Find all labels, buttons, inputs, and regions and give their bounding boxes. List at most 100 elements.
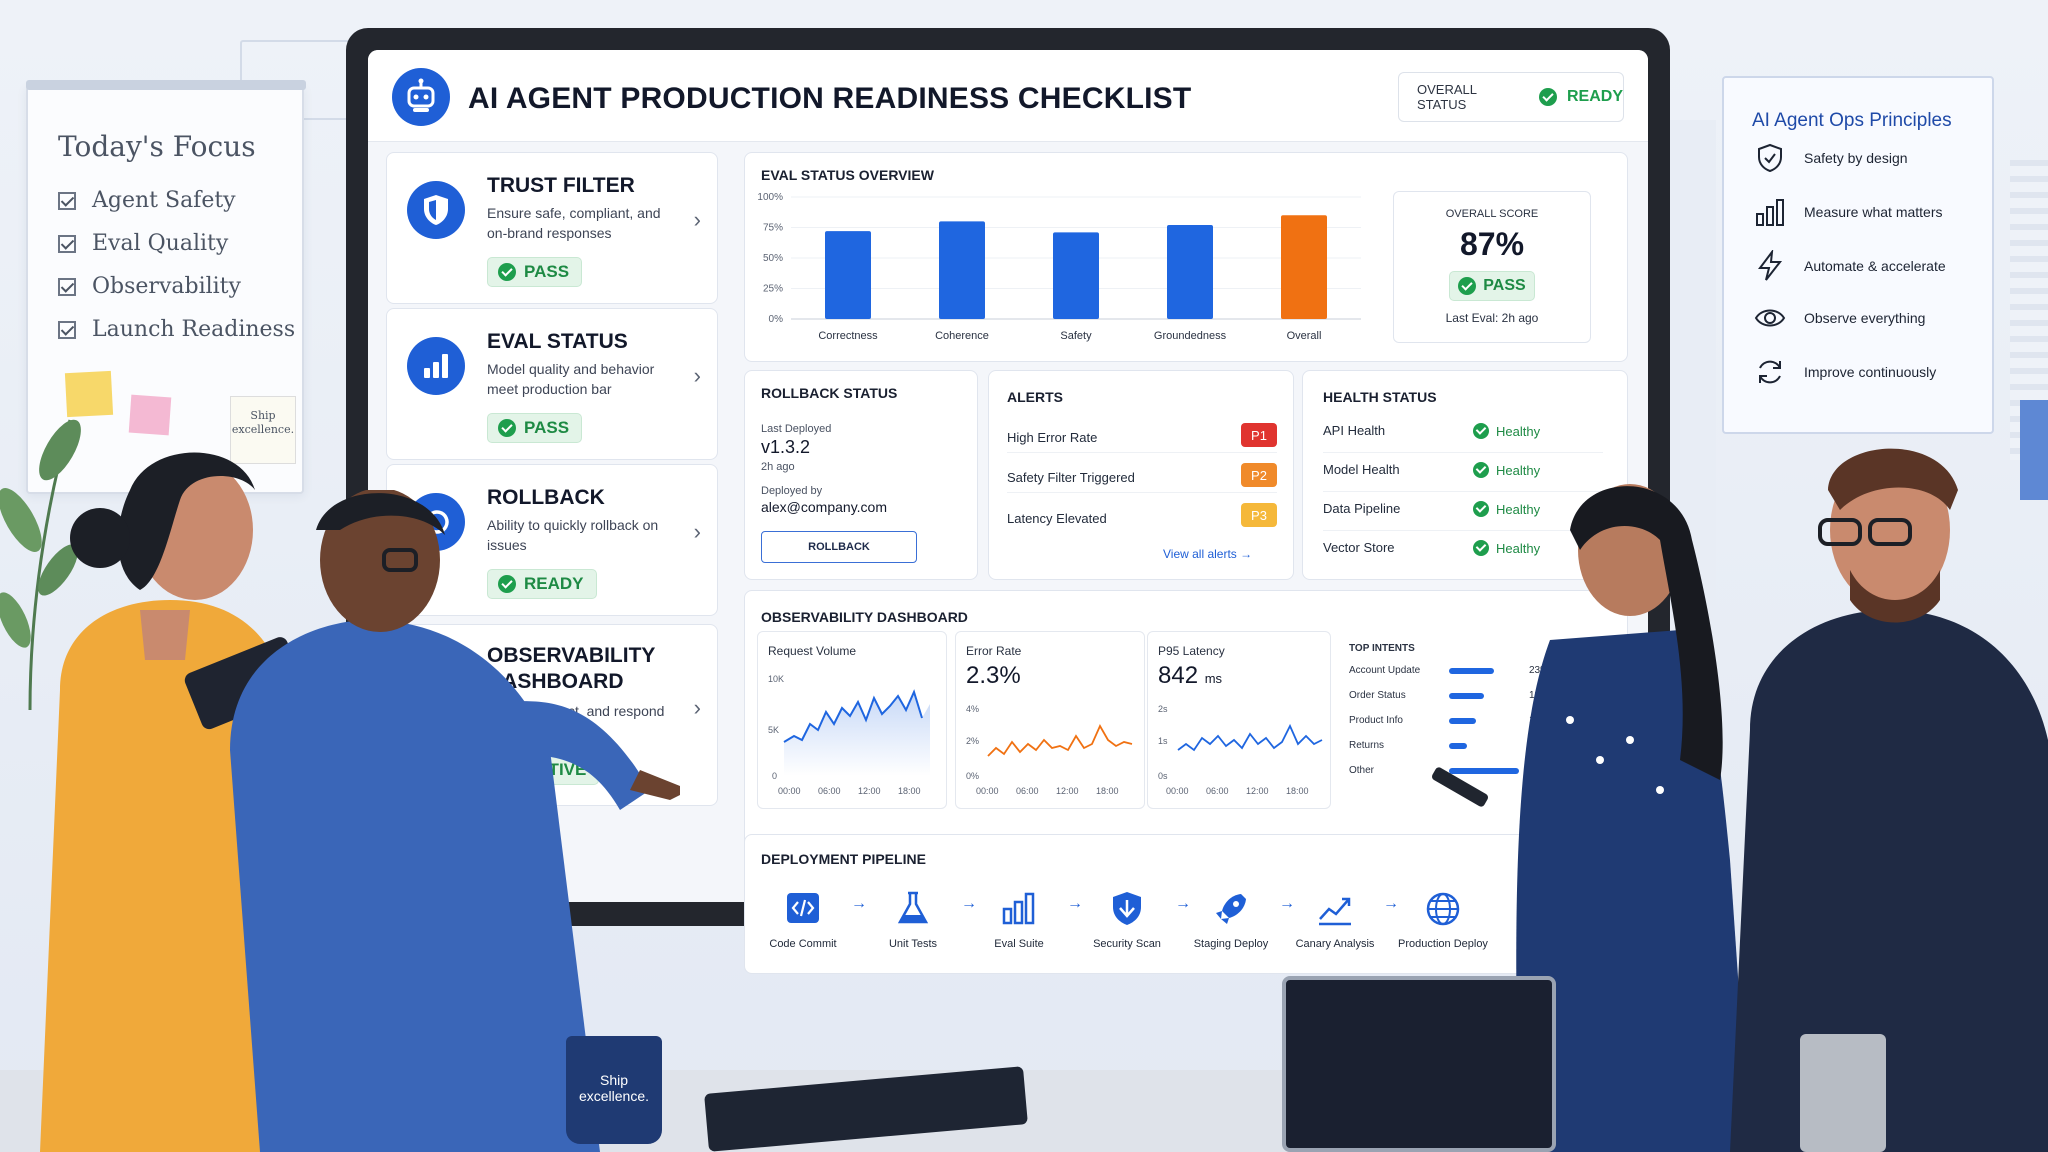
service-name: Vector Store (1323, 540, 1395, 555)
focus-board-title: Today's Focus (58, 130, 256, 163)
card-title: EVAL STATUS (487, 330, 628, 353)
y-tick: 0% (966, 771, 980, 781)
observability-dashboard-panel: OBSERVABILITY DASHBOARD Request Volume 1… (744, 590, 1628, 872)
chevron-right-icon[interactable]: › (693, 363, 701, 388)
bar-chart-icon (1756, 199, 1784, 226)
x-tick: 12:00 (1056, 786, 1079, 796)
alert-row[interactable]: Latency Elevated P3 (1007, 503, 1277, 533)
bar-correctness (825, 231, 871, 319)
person-man-hoodie (1730, 448, 2048, 1152)
overall-score-value: 87% (1459, 226, 1525, 262)
health-value: Healthy (1473, 501, 1540, 517)
last-deployed-label: Last Deployed (761, 423, 832, 435)
x-tick-label: Correctness (818, 330, 878, 342)
p95-latency-card: P95 Latency 842 ms 2s 1s 0s 00:00 06:00 … (1147, 631, 1331, 809)
priority-badge: P1 (1241, 423, 1277, 447)
deployed-ago: 2h ago (761, 461, 795, 473)
pipeline-step[interactable]: Eval Suite (969, 889, 1069, 951)
alert-name: Safety Filter Triggered (1007, 470, 1135, 485)
x-tick-label: Overall (1287, 330, 1322, 342)
globe-icon (1426, 892, 1460, 926)
latency-value: 842 ms (1158, 662, 1223, 689)
y-tick: 2% (966, 736, 980, 746)
priority-badge: P2 (1241, 463, 1277, 487)
lightning-icon (1758, 250, 1783, 281)
pipeline-step-label: Unit Tests (888, 938, 938, 950)
x-tick: 18:00 (1096, 786, 1119, 796)
health-row: Vector Store Healthy (1323, 540, 1603, 570)
alert-name: High Error Rate (1007, 430, 1098, 445)
health-row: Data Pipeline Healthy (1323, 501, 1603, 531)
plant-left (0, 419, 81, 710)
health-row: Model Health Healthy (1323, 462, 1603, 492)
pipeline-step[interactable]: Staging Deploy (1181, 889, 1281, 951)
y-tick-label: 100% (757, 192, 783, 203)
principles-title: AI Agent Ops Principles (1752, 110, 1952, 131)
y-tick-label: 50% (763, 253, 783, 264)
intent-name: Account Update (1349, 665, 1421, 676)
check-circle-icon (498, 575, 516, 593)
arrow-right-icon: → (961, 895, 977, 912)
shield-icon (1113, 892, 1141, 925)
pipeline-step[interactable]: Unit Tests (863, 889, 963, 951)
check-circle-icon (1473, 423, 1489, 439)
check-circle-icon (498, 419, 516, 437)
x-tick-label: Coherence (935, 330, 989, 342)
deployment-pipeline: DEPLOYMENT PIPELINE Code Commit → Unit Tes… (744, 834, 1628, 974)
trust-filter-card[interactable]: TRUST FILTER Ensure safe, compliant, and… (386, 152, 718, 304)
arrow-right-icon: → (1383, 895, 1399, 912)
intent-name: Returns (1349, 740, 1385, 751)
sticky-note-ship: Ship excellence. (230, 396, 296, 464)
checkbox-icon (58, 234, 76, 253)
metric-label: Error Rate (966, 644, 1022, 658)
eval-status-overview-panel: EVAL STATUS OVERVIEW 100% 75% 50% 25% 0% Corr… (744, 152, 1628, 362)
y-tick-label: 25% (763, 284, 783, 295)
potted-plant (1800, 1034, 1886, 1152)
panel-title: ALERTS (1007, 389, 1063, 405)
focus-item: Agent Safety (58, 188, 236, 213)
priority-badge: P3 (1241, 503, 1277, 527)
status-badge: PASS (487, 257, 583, 287)
panel-title: OBSERVABILITY DASHBOARD (761, 609, 968, 625)
service-name: Data Pipeline (1323, 501, 1401, 516)
alert-row[interactable]: Safety Filter Triggered P2 (1007, 463, 1277, 493)
arrow-right-icon: → (851, 895, 867, 912)
view-all-alerts-link[interactable]: View all alerts → (1163, 547, 1253, 561)
check-circle-icon (1473, 540, 1489, 556)
panel-title: EVAL STATUS OVERVIEW (761, 167, 934, 183)
checkbox-icon (58, 320, 76, 339)
page-title: AI AGENT PRODUCTION READINESS CHECKLIST (468, 82, 1192, 115)
pipeline-step[interactable]: Security Scan (1077, 889, 1177, 951)
arrow-right-icon: → (1067, 895, 1083, 912)
overall-status-value: READY (1566, 88, 1623, 105)
y-tick: 0s (1158, 771, 1168, 781)
pipeline-step[interactable]: Code Commit (753, 889, 853, 951)
bar-chart-icon (407, 337, 465, 395)
overall-score-box: OVERALL SCORE 87% PASS Last Eval: 2h ago (1393, 191, 1591, 343)
intent-bar (1449, 718, 1476, 724)
x-tick: 06:00 (818, 786, 841, 796)
alert-row[interactable]: High Error Rate P1 (1007, 423, 1277, 453)
pipeline-step[interactable]: Canary Analysis (1285, 889, 1385, 951)
check-circle-icon (1538, 88, 1557, 106)
bar-chart-icon (1002, 892, 1035, 925)
rocket-icon (1216, 894, 1246, 924)
card-description: Ability to quickly rollback on issues (487, 517, 659, 553)
chevron-right-icon[interactable]: › (693, 207, 701, 232)
card-title: ROLLBACK (487, 486, 605, 509)
eye-icon (1754, 309, 1786, 327)
y-tick-label: 0% (769, 314, 784, 325)
focus-item: Eval Quality (58, 231, 228, 256)
principle-item: Improve continuously (1754, 356, 1936, 388)
pipeline-step-label: Production Deploy (1398, 938, 1488, 950)
chevron-right-icon[interactable]: › (693, 519, 701, 544)
eval-status-card[interactable]: EVAL STATUS Model quality and behavior m… (386, 308, 718, 460)
rollback-button[interactable]: ROLLBACK (761, 531, 917, 563)
card-description: Model quality and behavior meet producti… (487, 361, 655, 397)
chevron-right-icon[interactable]: › (693, 695, 701, 720)
y-tick: 5K (768, 725, 780, 735)
pipeline-step-label: Staging Deploy (1193, 938, 1269, 950)
check-circle-icon (1473, 501, 1489, 517)
overall-status-label: OVERALL STATUS (1417, 82, 1477, 112)
pipeline-step[interactable]: Production Deploy (1393, 889, 1493, 951)
